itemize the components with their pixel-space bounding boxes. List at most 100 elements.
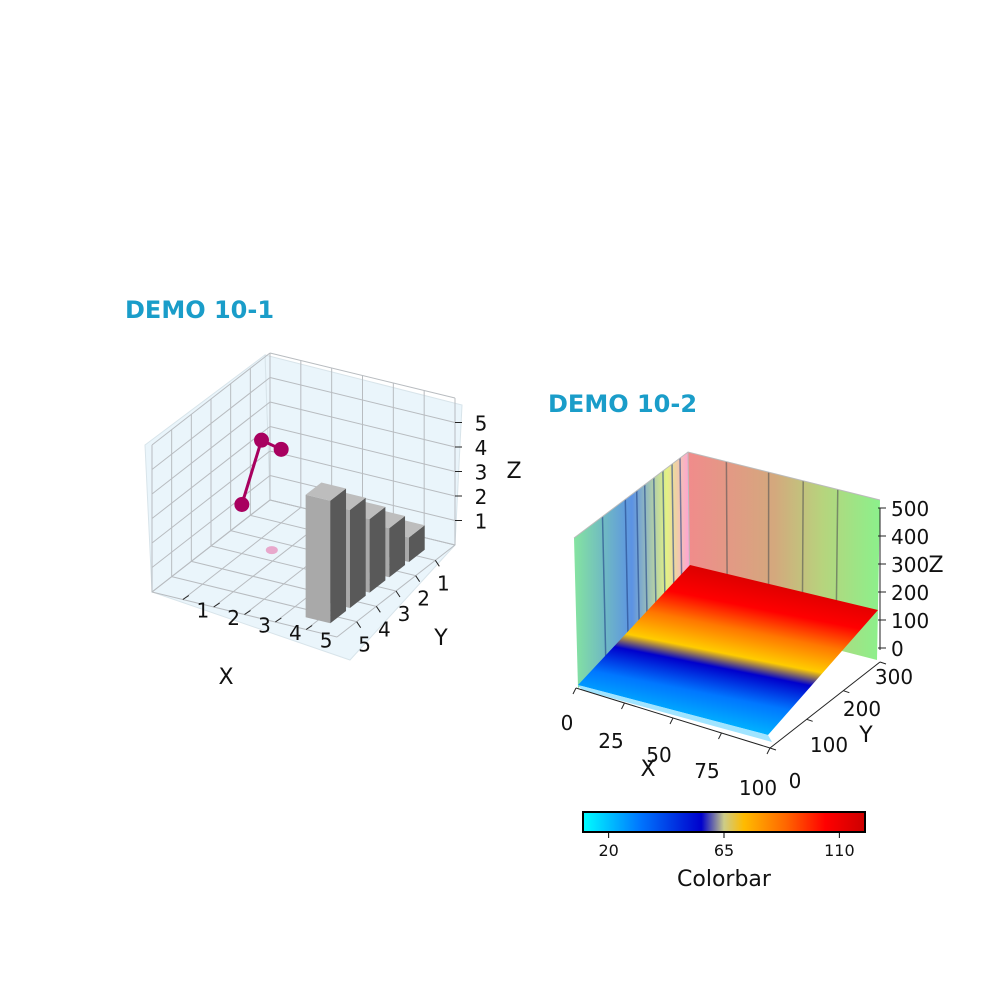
chart1-bar-side — [369, 506, 386, 593]
chart1-ytick — [305, 625, 313, 630]
chart2-axes: 0 25 50 75 100 0 100 200 300 0 100 200 300 400 500 X Y… — [561, 451, 944, 892]
chart2-ylabel: Y — [858, 723, 873, 748]
chart1-line-point — [234, 497, 250, 512]
chart2-left-contour — [624, 499, 630, 654]
chart2-yaxis — [769, 661, 881, 749]
chart1-xtick-label: 1 — [437, 571, 450, 595]
chart1-xtick — [434, 560, 440, 567]
chart1-ytick-label: 1 — [196, 599, 209, 623]
chart2-xtick-label: 25 — [598, 729, 623, 753]
chart1-title: DEMO 10-1 — [125, 296, 275, 324]
chart2-ytick — [843, 690, 850, 694]
chart2-ytick-label: 0 — [789, 769, 802, 793]
chart1-xtick-label: 5 — [358, 633, 371, 657]
chart1-ytick — [213, 602, 220, 608]
chart1-bar-side — [389, 516, 406, 578]
chart1-xlabel: X — [218, 665, 233, 690]
colorbar-tick-label: 110 — [824, 841, 855, 860]
chart2-xtick-label: 50 — [646, 743, 671, 767]
chart2-zlabel: Z — [928, 553, 943, 578]
chart2-xtick-label: 0 — [561, 711, 574, 735]
chart1-grid-floor-y — [182, 507, 302, 600]
chart2-xlabel: X — [640, 757, 655, 782]
chart1-line-point — [254, 432, 269, 448]
chart1-ytick-label: 5 — [320, 629, 333, 653]
chart1-xtick — [375, 606, 381, 613]
chart2-ztick-label: 400 — [891, 525, 929, 549]
colorbar-tick-label: 65 — [714, 841, 734, 860]
chart1-ytick-label: 2 — [227, 606, 240, 630]
chart2-ytick-label: 300 — [875, 665, 913, 689]
chart1-grid-left-z — [151, 401, 271, 495]
chart1-ytick-label: 3 — [258, 614, 271, 638]
chart1-grid-left-z — [151, 450, 271, 544]
chart1-bar-top — [305, 482, 347, 501]
chart2-xtick — [572, 687, 577, 695]
chart1-grid-left-z — [151, 426, 271, 519]
colorbar-label: Colorbar — [677, 867, 772, 892]
chart2-ticks: 0 25 50 75 100 0 100 200 300 0 100 200 300 400 500 — [561, 497, 930, 800]
chart1-ztick-label: 4 — [475, 436, 488, 460]
chart1-bar-front — [305, 494, 331, 624]
chart2-ytick — [806, 718, 813, 722]
chart1-xtick-label: 3 — [398, 602, 411, 626]
chart1-grid-back-z — [269, 450, 456, 497]
chart2-ytick — [769, 747, 777, 751]
chart1-zlabel: Z — [506, 459, 521, 484]
chart1-line-series — [234, 432, 289, 555]
chart2-ztick-label: 0 — [891, 637, 904, 661]
chart1-xtick — [415, 575, 421, 582]
chart1-grid-left-z — [151, 475, 271, 568]
chart1-grid-back-z — [269, 401, 456, 448]
chart2-xtick-label: 100 — [739, 776, 777, 800]
chart1-xtick — [395, 590, 401, 598]
chart2-surface-underside — [578, 685, 772, 742]
colorbar — [582, 811, 866, 833]
chart1-grid-back-z — [269, 377, 456, 423]
chart2-xtick-label: 75 — [694, 759, 719, 783]
chart1-grid-back-z — [269, 426, 456, 472]
chart2-ytick-label: 100 — [810, 733, 848, 757]
chart1-xtick-label: 4 — [378, 617, 391, 641]
chart2-ztick-label: 200 — [891, 581, 929, 605]
chart1-grid-left-z — [151, 352, 271, 446]
chart1-xtick — [356, 621, 362, 628]
chart1-ytick — [182, 595, 190, 600]
chart1-grid-back-z — [269, 352, 456, 399]
chart1-ytick-label: 4 — [289, 621, 302, 645]
chart2-ztick-label: 500 — [891, 497, 929, 521]
chart2-ztick-label: 100 — [891, 609, 929, 633]
chart2-xtick — [669, 717, 674, 725]
chart1-ylabel: Y — [433, 626, 448, 651]
chart1-bar — [305, 482, 347, 624]
chart1-grid-left-z — [151, 377, 271, 470]
colorbar-ticks: 20 65 110 — [598, 832, 855, 860]
chart1-ytick — [275, 617, 282, 623]
colorbar-tick-label: 20 — [598, 841, 618, 860]
chart2-xtick — [766, 747, 771, 755]
chart1-ytick — [244, 610, 251, 615]
chart2-ztick-label: 300 — [891, 553, 929, 577]
chart1-xtick-label: 2 — [417, 587, 430, 611]
chart2-xtick — [718, 732, 722, 740]
chart1-marker-shadow — [265, 546, 278, 555]
chart1-bars — [305, 482, 425, 624]
chart2-left-contour — [601, 516, 607, 670]
chart1-grid-left-z — [151, 499, 271, 593]
chart1-bar-side — [349, 497, 366, 608]
chart1-ztick-label: 2 — [475, 485, 488, 509]
chart2-xtick — [621, 702, 625, 710]
chart2-title: DEMO 10-2 — [548, 390, 698, 418]
chart2-surface — [578, 565, 878, 735]
chart1-ztick-label: 3 — [475, 461, 488, 485]
chart1-ztick-label: 1 — [475, 510, 488, 534]
chart1-bar-side — [408, 525, 425, 562]
chart2-ytick — [879, 661, 887, 665]
chart1-bar-side — [330, 488, 347, 624]
chart2-ytick-label: 200 — [843, 697, 881, 721]
chart1-ztick-label: 5 — [475, 412, 488, 436]
chart1-line-point — [273, 441, 289, 457]
